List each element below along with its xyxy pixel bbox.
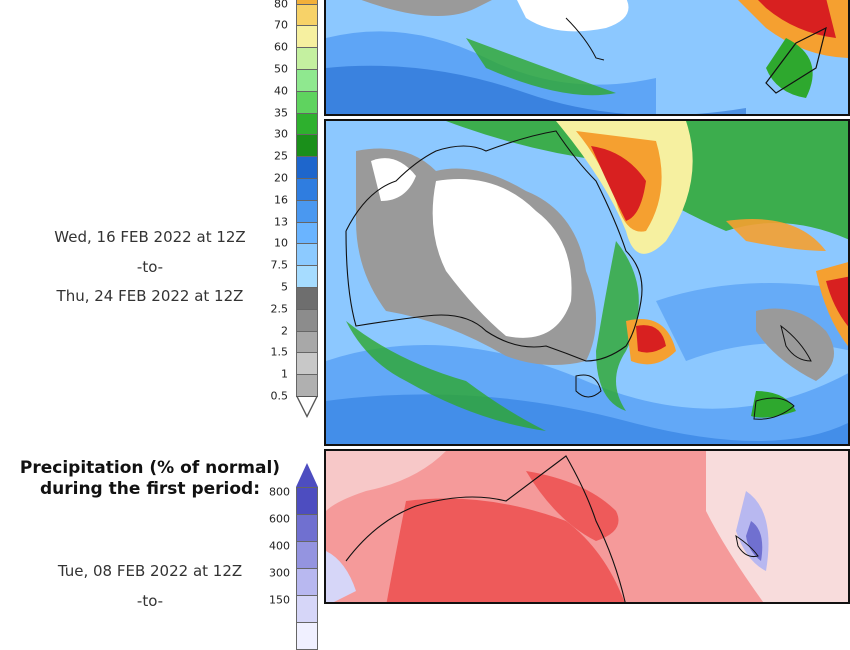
precip-scale-tick-label: 35	[274, 106, 288, 120]
anomaly-scale-tick-label: 400	[269, 539, 290, 553]
second-period-end: Thu, 24 FEB 2022 at 12Z	[56, 287, 244, 305]
anomaly-scale-cell	[296, 514, 318, 542]
precip-scale-tick-label: 25	[274, 149, 288, 163]
precip-scale-cell	[296, 374, 318, 397]
precip-scale-tick-label: 70	[274, 18, 288, 32]
anomaly-color-scale	[296, 487, 318, 650]
anomaly-scale-tick-label: 300	[269, 566, 290, 580]
anomaly-title-line2: during the first period:	[39, 479, 261, 499]
precip-scale-cell	[296, 330, 318, 354]
precip-scale-tick-label: 40	[274, 84, 288, 98]
precip-scale-tick-label: 5	[281, 280, 288, 294]
precipitation-anomaly-map	[324, 449, 850, 604]
anomaly-scale-tick-label: 800	[269, 485, 290, 499]
precip-scale-cell	[296, 178, 318, 201]
precip-scale-cell	[296, 308, 318, 332]
precipitation-total-map-first	[324, 0, 850, 116]
precip-scale-tick-label: 50	[274, 62, 288, 76]
map-second-graphic	[326, 121, 848, 444]
second-period-start: Wed, 16 FEB 2022 at 12Z	[54, 228, 246, 246]
precip-scale-tick-label: 0.5	[270, 389, 289, 403]
precip-scale-cell	[296, 156, 318, 179]
anomaly-scale-cell	[296, 622, 318, 650]
precip-scale-cell	[296, 199, 318, 223]
precip-scale-tick-label: 16	[274, 193, 288, 207]
precip-scale-tick-label: 30	[274, 127, 288, 141]
precip-scale-cell	[296, 3, 318, 27]
precip-scale-tick-label: 7.5	[270, 258, 289, 272]
precip-scale-tick-label: 1	[281, 367, 288, 381]
anomaly-scale-cell	[296, 487, 318, 515]
map-first-graphic	[326, 0, 848, 114]
anomaly-title-line1: Precipitation (% of normal)	[19, 458, 281, 478]
map-anomaly-graphic	[326, 451, 848, 602]
precip-scale-cell	[296, 0, 318, 5]
scale-min-arrow-fill	[298, 397, 316, 415]
precip-scale-cell	[296, 90, 318, 114]
precip-scale-tick-label: 10	[274, 236, 288, 250]
precip-scale-tick-label: 13	[274, 215, 288, 229]
precip-scale-tick-label: 2	[281, 324, 288, 338]
precip-scale-cell	[296, 112, 318, 136]
precipitation-total-map-second	[324, 119, 850, 446]
precip-scale-tick-label: 2.5	[270, 302, 289, 316]
precip-scale-cell	[296, 25, 318, 49]
anomaly-scale-tick-label: 600	[269, 512, 290, 526]
precip-scale-tick-label: 1.5	[270, 345, 289, 359]
precip-scale-cell	[296, 352, 318, 376]
first-period-separator: -to-	[136, 592, 164, 610]
precip-scale-cell	[296, 134, 318, 158]
precip-scale-cell	[296, 47, 318, 70]
second-period-separator: -to-	[136, 258, 164, 276]
precipitation-color-scale	[296, 0, 318, 420]
first-period-start: Tue, 08 FEB 2022 at 12Z	[57, 562, 243, 580]
precip-scale-tick-label: 60	[274, 40, 288, 54]
precip-scale-tick-label: 20	[274, 171, 288, 185]
precip-scale-tick-label: 80	[274, 0, 288, 11]
anomaly-max-arrow	[296, 463, 318, 487]
precip-scale-cell	[296, 69, 318, 92]
